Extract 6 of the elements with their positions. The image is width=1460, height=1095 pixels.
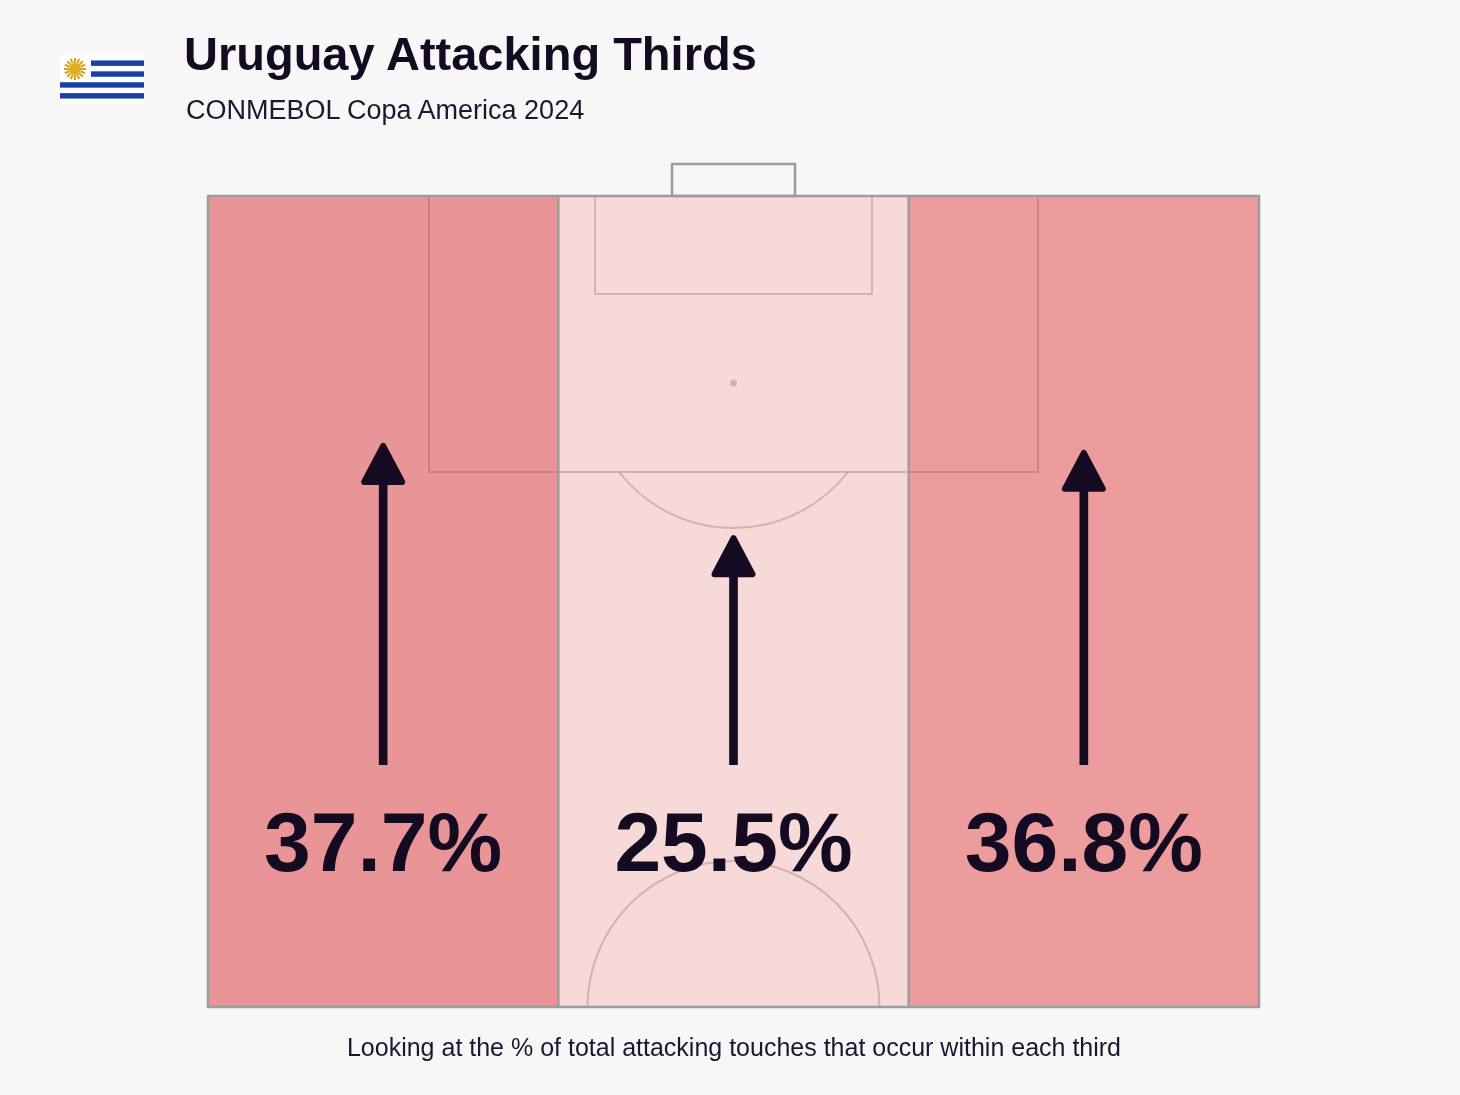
data-label: 37.7% bbox=[264, 795, 503, 890]
data-label: 25.5% bbox=[614, 795, 853, 890]
text: Uruguay Attacking Thirds bbox=[184, 26, 757, 81]
text: CONMEBOL Copa America 2024 bbox=[186, 95, 585, 126]
text: Looking at the % of total attacking touches that occur within each third bbox=[345, 1033, 1123, 1062]
data-label: 36.8% bbox=[964, 795, 1203, 890]
